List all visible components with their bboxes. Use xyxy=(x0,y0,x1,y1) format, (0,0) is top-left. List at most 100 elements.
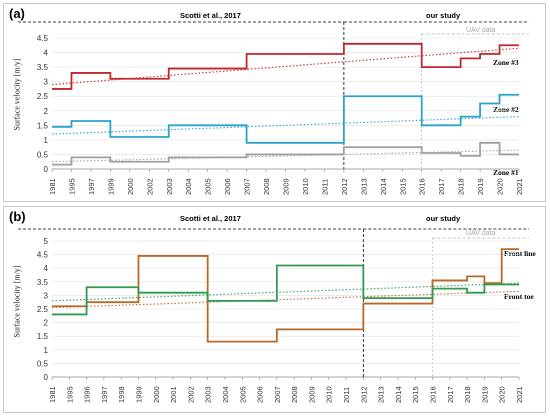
y-tick-label: 1 xyxy=(44,346,49,355)
reference-right-label: our study xyxy=(426,11,461,20)
panel-a: (a) Scotti et al., 2017 our study UAV da… xyxy=(3,3,546,202)
series-line xyxy=(52,93,519,144)
x-tick-label: 2019 xyxy=(476,178,485,195)
x-tick-label: 2004 xyxy=(221,386,230,403)
x-tick-label: 1981 xyxy=(48,386,57,403)
x-tick-label: 2000 xyxy=(126,178,135,195)
reference-left-label: Scotti et al., 2017 xyxy=(180,11,241,20)
series-line xyxy=(52,141,519,166)
x-tick-label: 2015 xyxy=(411,386,420,403)
panel-label: (a) xyxy=(9,6,25,21)
x-tick-label: 2011 xyxy=(342,387,351,403)
x-tick-label: 1997 xyxy=(87,178,96,195)
y-tick-label: 2 xyxy=(44,319,49,328)
trend-line xyxy=(51,290,520,309)
x-tick-label: 2001 xyxy=(169,386,178,403)
x-tick-label: 1999 xyxy=(134,386,143,403)
y-tick-label: 0 xyxy=(44,373,49,382)
chart-b-plot: 0 0.5 1 1.5 2 2.5 3 3.5 4 4.5 5 1981 1995 1996 1997 199… xyxy=(18,228,529,403)
y-tick-label: 5 xyxy=(44,237,49,246)
x-tick-label: 1998 xyxy=(117,386,126,403)
x-tick-label: 2013 xyxy=(359,178,368,195)
x-tick-label: 2012 xyxy=(340,178,349,195)
y-tick-label: 4.5 xyxy=(37,251,49,260)
y-tick-label: 3 xyxy=(44,291,49,300)
x-tick-label: 1995 xyxy=(67,178,76,195)
x-tick-label: 2008 xyxy=(262,178,271,195)
x-tick-label: 2006 xyxy=(256,386,265,403)
x-tick-label: 2005 xyxy=(238,386,247,403)
x-tick-label: 1995 xyxy=(65,386,74,403)
x-tick-label: 2017 xyxy=(446,386,455,403)
x-tick-label: 1981 xyxy=(48,178,57,195)
y-tick-label: 0 xyxy=(44,165,49,174)
series-label-front-line: Front line xyxy=(504,249,536,258)
x-tick-label: 2002 xyxy=(145,178,154,195)
series-label-zone-3: Zone #3 xyxy=(493,58,519,67)
y-tick-label: 3.5 xyxy=(37,63,49,72)
x-tick-label: 2018 xyxy=(463,386,472,403)
x-tick-label: 2002 xyxy=(186,386,195,403)
x-tick-label: 2007 xyxy=(273,386,282,403)
series-line xyxy=(52,42,519,90)
uav-data-label: UAV data xyxy=(466,27,496,34)
series-label-zone-2: Zone #2 xyxy=(493,105,519,114)
x-tick-label: 2003 xyxy=(165,178,174,195)
y-tick-label: 4 xyxy=(44,264,49,273)
series-line xyxy=(52,264,519,316)
x-tick-label: 2017 xyxy=(437,178,446,195)
x-tick-label: 2000 xyxy=(152,386,161,403)
x-tick-label: 2009 xyxy=(282,178,291,195)
reference-left-label: Scotti et al., 2017 xyxy=(180,214,241,223)
y-tick-label: 3 xyxy=(44,78,49,87)
x-tick-label: 2014 xyxy=(394,386,403,403)
x-tick-label: 2004 xyxy=(184,178,193,195)
x-tick-label: 2009 xyxy=(307,386,316,403)
x-tick-label: 2010 xyxy=(325,386,334,403)
series-label-front-toe: Front toe xyxy=(504,292,534,301)
x-tick-label: 2021 xyxy=(515,386,524,403)
x-tick-label: 2006 xyxy=(223,178,232,195)
x-tick-label: 2012 xyxy=(359,386,368,403)
panel-b: (b) Scotti et al., 2017 our study UAV da… xyxy=(3,206,546,413)
series-label-zone-1: Zone #1 xyxy=(493,168,519,177)
y-tick-label: 3.5 xyxy=(37,278,49,287)
x-tick-label: 2007 xyxy=(243,178,252,195)
trend-line xyxy=(51,282,520,302)
series-line xyxy=(52,248,519,343)
y-tick-label: 2 xyxy=(44,107,49,116)
x-tick-label: 2016 xyxy=(429,386,438,403)
x-tick-label: 2005 xyxy=(204,178,213,195)
x-tick-label: 2015 xyxy=(398,178,407,195)
x-tick-label: 2016 xyxy=(418,178,427,195)
x-tick-label: 2018 xyxy=(457,178,466,195)
y-tick-label: 1 xyxy=(44,136,49,145)
chart-a-plot: 0 0.5 1 1.5 2 2.5 3 3.5 4 4.5 1981 1995 1997 1999 2000… xyxy=(18,21,529,195)
y-tick-label: 1.5 xyxy=(37,332,49,341)
x-tick-label: 2020 xyxy=(498,386,507,403)
x-tick-label: 1997 xyxy=(100,386,109,403)
x-tick-label: 2008 xyxy=(290,386,299,403)
panel-label: (b) xyxy=(9,209,26,224)
y-tick-label: 2.5 xyxy=(37,92,49,101)
y-tick-label: 1.5 xyxy=(37,121,49,130)
y-tick-label: 0.5 xyxy=(37,150,49,159)
x-tick-label: 1999 xyxy=(106,178,115,195)
x-tick-label: 2019 xyxy=(480,386,489,403)
x-tick-label: 2014 xyxy=(379,178,388,195)
x-tick-label: 2020 xyxy=(496,178,505,195)
trend-line xyxy=(51,149,520,163)
x-tick-label: 2003 xyxy=(204,386,213,403)
trend-line xyxy=(51,116,520,135)
x-tick-label: 1996 xyxy=(83,386,92,403)
x-tick-label: 2013 xyxy=(377,386,386,403)
x-tick-label: 2011 xyxy=(320,179,329,195)
x-tick-label: 2021 xyxy=(515,178,524,195)
y-tick-label: 2.5 xyxy=(37,305,49,314)
y-tick-label: 0.5 xyxy=(37,359,49,368)
y-tick-label: 4 xyxy=(44,49,49,58)
reference-right-label: our study xyxy=(426,214,461,223)
uav-data-label: UAV data xyxy=(466,230,496,237)
y-tick-label: 4.5 xyxy=(37,34,49,43)
x-tick-label: 2010 xyxy=(301,178,310,195)
